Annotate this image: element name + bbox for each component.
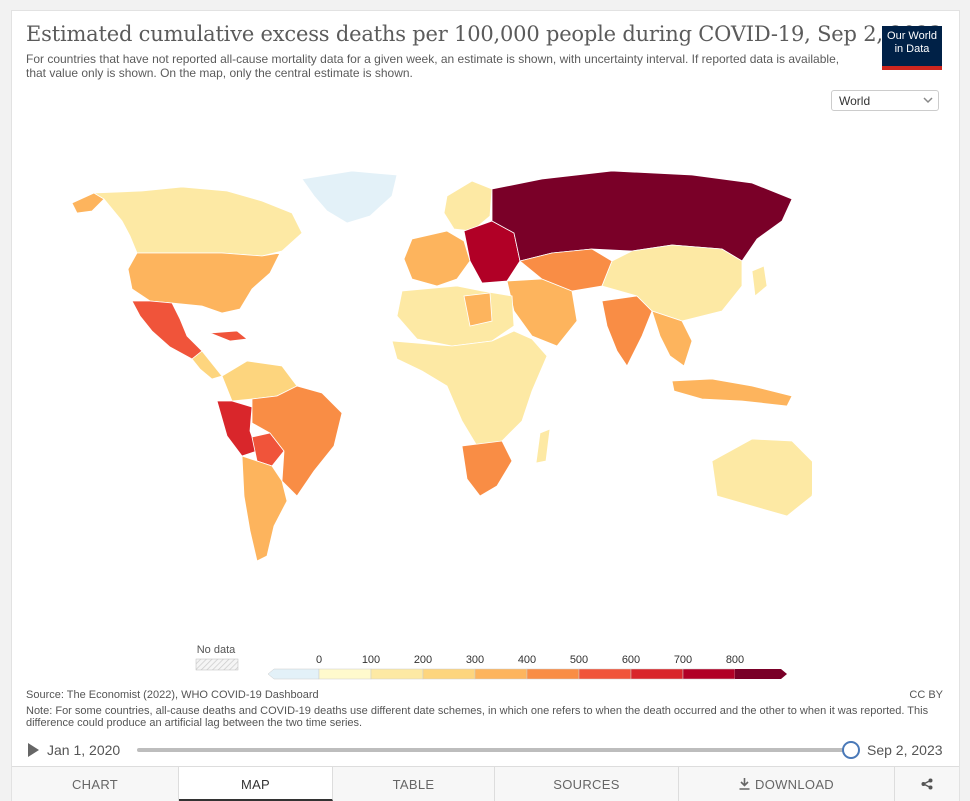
timeline-handle[interactable] bbox=[842, 741, 860, 759]
region-peru[interactable] bbox=[216, 400, 258, 457]
legend-tick-label: 300 bbox=[466, 654, 484, 666]
world-map[interactable] bbox=[52, 161, 812, 571]
legend-bin-7 bbox=[630, 668, 684, 680]
legend-tick-label: 800 bbox=[726, 654, 744, 666]
tab-table[interactable]: TABLE bbox=[333, 767, 495, 801]
region-select[interactable]: World bbox=[831, 90, 939, 111]
map-legend: No data 0 100 200 300 400 500 600 700 800 bbox=[195, 644, 787, 680]
region-southeast-asia[interactable] bbox=[651, 310, 693, 367]
tab-table-label: TABLE bbox=[392, 777, 435, 792]
legend-tick-label: 700 bbox=[674, 654, 692, 666]
share-icon bbox=[921, 778, 932, 790]
chevron-down-icon bbox=[923, 97, 933, 104]
logo-line-1: Our World bbox=[887, 30, 937, 42]
legend-tick-label: 500 bbox=[570, 654, 588, 666]
region-libya[interactable] bbox=[463, 292, 493, 327]
region-alaska[interactable] bbox=[71, 192, 105, 214]
subtitle: For countries that have not reported all… bbox=[26, 52, 840, 80]
tab-download-label: DOWNLOAD bbox=[755, 777, 834, 792]
note-text: Note: For some countries, all-cause deat… bbox=[26, 705, 929, 729]
legend-tick-label: 200 bbox=[414, 654, 432, 666]
region-australia[interactable] bbox=[711, 438, 812, 517]
legend-bin-2 bbox=[370, 668, 424, 680]
timeline: Jan 1, 2020 Sep 2, 2023 bbox=[26, 741, 946, 761]
source-text: Source: The Economist (2022), WHO COVID-… bbox=[26, 689, 319, 701]
tab-chart-label: CHART bbox=[71, 777, 119, 792]
region-south-cone[interactable] bbox=[241, 455, 288, 562]
region-select-value: World bbox=[839, 94, 871, 108]
region-indonesia[interactable] bbox=[671, 378, 793, 407]
region-western-europe[interactable] bbox=[403, 230, 471, 287]
play-icon[interactable] bbox=[28, 743, 39, 757]
region-sub-saharan-africa[interactable] bbox=[391, 330, 548, 447]
legend-no-data-label: No data bbox=[197, 644, 236, 656]
page-title: Estimated cumulative excess deaths per 1… bbox=[26, 22, 942, 46]
chart-card: Estimated cumulative excess deaths per 1… bbox=[11, 10, 960, 801]
legend-bin-9 bbox=[735, 669, 787, 679]
legend-bin-4 bbox=[474, 668, 528, 680]
region-central-america[interactable] bbox=[191, 350, 223, 380]
logo-line-2: in Data bbox=[894, 43, 930, 55]
region-usa[interactable] bbox=[127, 252, 281, 314]
region-greenland[interactable] bbox=[301, 170, 398, 224]
region-china-mongolia[interactable] bbox=[601, 244, 743, 322]
region-brazil[interactable] bbox=[251, 385, 343, 497]
legend-bin-1 bbox=[318, 668, 372, 680]
legend-tick-label: 0 bbox=[316, 654, 322, 666]
legend-bin-6 bbox=[578, 668, 632, 680]
region-mexico[interactable] bbox=[131, 300, 203, 360]
region-russia[interactable] bbox=[491, 170, 793, 262]
region-japan[interactable] bbox=[751, 265, 768, 297]
legend-bin-0 bbox=[267, 668, 320, 680]
legend-no-data-swatch bbox=[195, 658, 239, 671]
owid-logo[interactable]: Our World in Data bbox=[882, 26, 942, 70]
region-india[interactable] bbox=[601, 295, 653, 367]
tab-bar: CHART MAP TABLE SOURCES DOWNLOAD bbox=[12, 766, 959, 801]
region-canada[interactable] bbox=[92, 186, 303, 257]
legend-bin-3 bbox=[422, 668, 476, 680]
tab-download[interactable]: DOWNLOAD bbox=[679, 767, 895, 801]
legend-tick-label: 100 bbox=[362, 654, 380, 666]
legend-tick-label: 600 bbox=[622, 654, 640, 666]
region-scandinavia[interactable] bbox=[443, 180, 493, 232]
timeline-start-label[interactable]: Jan 1, 2020 bbox=[47, 742, 121, 758]
legend-tick-label: 400 bbox=[518, 654, 536, 666]
timeline-end-label[interactable]: Sep 2, 2023 bbox=[867, 742, 943, 758]
region-madagascar[interactable] bbox=[535, 428, 551, 464]
license-link[interactable]: CC BY bbox=[909, 689, 943, 701]
timeline-track[interactable] bbox=[137, 748, 850, 752]
tab-chart[interactable]: CHART bbox=[12, 767, 179, 801]
download-icon bbox=[739, 778, 750, 790]
region-caribbean[interactable] bbox=[209, 330, 248, 342]
legend-bin-5 bbox=[526, 668, 580, 680]
region-north-africa[interactable] bbox=[396, 285, 515, 347]
tab-map[interactable]: MAP bbox=[179, 767, 333, 801]
tab-sources[interactable]: SOURCES bbox=[495, 767, 679, 801]
legend-bin-8 bbox=[682, 668, 736, 680]
tab-sources-label: SOURCES bbox=[553, 777, 620, 792]
share-button[interactable] bbox=[895, 767, 958, 801]
tab-map-label: MAP bbox=[240, 777, 271, 792]
region-southern-africa[interactable] bbox=[461, 440, 513, 497]
